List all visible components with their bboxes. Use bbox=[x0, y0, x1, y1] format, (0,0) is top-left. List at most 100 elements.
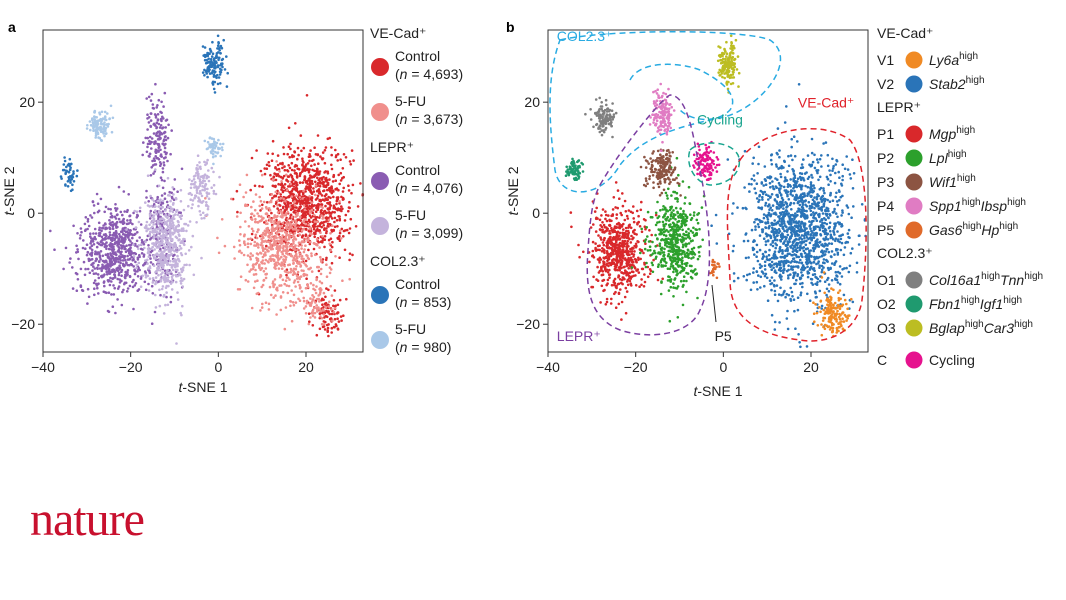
point bbox=[287, 284, 291, 288]
point bbox=[171, 268, 175, 272]
point bbox=[165, 271, 169, 275]
point bbox=[249, 242, 253, 246]
point bbox=[167, 276, 170, 279]
point bbox=[794, 327, 797, 331]
point bbox=[779, 172, 782, 176]
point bbox=[297, 168, 301, 171]
point bbox=[285, 221, 289, 225]
point bbox=[264, 219, 268, 223]
point bbox=[822, 261, 825, 265]
point bbox=[182, 266, 185, 269]
point bbox=[813, 258, 816, 261]
point bbox=[300, 244, 303, 247]
point bbox=[141, 240, 145, 244]
point bbox=[299, 171, 302, 175]
point bbox=[108, 231, 112, 234]
point bbox=[793, 217, 796, 221]
point bbox=[218, 175, 221, 179]
point bbox=[314, 180, 317, 184]
point bbox=[774, 242, 777, 245]
point bbox=[126, 290, 129, 293]
point bbox=[306, 182, 309, 186]
point bbox=[289, 253, 293, 256]
point bbox=[766, 218, 770, 221]
point bbox=[203, 74, 206, 77]
point bbox=[158, 218, 162, 221]
point bbox=[105, 270, 108, 274]
point bbox=[165, 151, 168, 155]
point bbox=[108, 260, 112, 264]
point bbox=[324, 211, 328, 215]
point bbox=[98, 228, 101, 232]
point bbox=[762, 237, 766, 240]
point bbox=[329, 212, 333, 215]
point bbox=[259, 199, 263, 203]
point bbox=[106, 125, 110, 128]
point bbox=[322, 325, 326, 328]
point bbox=[766, 220, 770, 224]
point bbox=[297, 244, 301, 248]
point bbox=[110, 293, 113, 296]
point bbox=[321, 235, 324, 238]
point bbox=[763, 190, 767, 194]
point bbox=[266, 229, 270, 233]
point bbox=[292, 198, 295, 202]
point bbox=[286, 175, 290, 178]
point bbox=[281, 291, 285, 294]
point bbox=[147, 116, 151, 119]
point bbox=[211, 148, 214, 152]
point bbox=[811, 283, 815, 286]
point bbox=[166, 159, 169, 163]
point bbox=[799, 293, 802, 297]
point bbox=[263, 221, 266, 224]
point bbox=[265, 227, 269, 230]
point bbox=[274, 254, 277, 257]
point bbox=[113, 262, 117, 265]
point bbox=[158, 288, 161, 292]
point bbox=[94, 134, 98, 137]
point bbox=[324, 258, 328, 262]
point bbox=[178, 259, 181, 263]
point bbox=[315, 304, 319, 307]
point bbox=[126, 287, 130, 290]
point bbox=[329, 284, 333, 288]
point bbox=[153, 205, 157, 208]
point bbox=[748, 272, 751, 276]
point bbox=[327, 334, 330, 338]
point bbox=[299, 205, 303, 208]
point bbox=[211, 69, 215, 72]
point bbox=[294, 122, 297, 125]
point bbox=[768, 279, 772, 283]
point bbox=[265, 244, 268, 248]
point bbox=[205, 58, 208, 62]
point bbox=[259, 169, 263, 173]
point bbox=[99, 122, 103, 126]
point bbox=[758, 234, 762, 237]
point bbox=[249, 188, 252, 192]
point bbox=[794, 243, 798, 247]
point bbox=[235, 189, 239, 193]
point bbox=[310, 196, 314, 199]
point bbox=[269, 248, 273, 251]
point bbox=[217, 42, 220, 45]
point bbox=[181, 285, 184, 288]
point bbox=[154, 168, 157, 171]
point bbox=[814, 291, 817, 295]
point bbox=[104, 132, 108, 136]
point bbox=[315, 297, 319, 301]
point bbox=[118, 235, 122, 238]
point bbox=[195, 171, 198, 175]
point bbox=[339, 171, 343, 175]
point bbox=[207, 169, 210, 172]
point bbox=[92, 281, 96, 285]
point bbox=[109, 221, 112, 225]
point bbox=[764, 243, 768, 247]
point bbox=[349, 163, 353, 166]
point bbox=[769, 243, 773, 246]
point bbox=[160, 194, 164, 197]
point bbox=[310, 270, 314, 273]
point bbox=[851, 158, 854, 161]
point bbox=[89, 258, 92, 262]
point bbox=[276, 163, 280, 167]
point bbox=[217, 147, 220, 151]
